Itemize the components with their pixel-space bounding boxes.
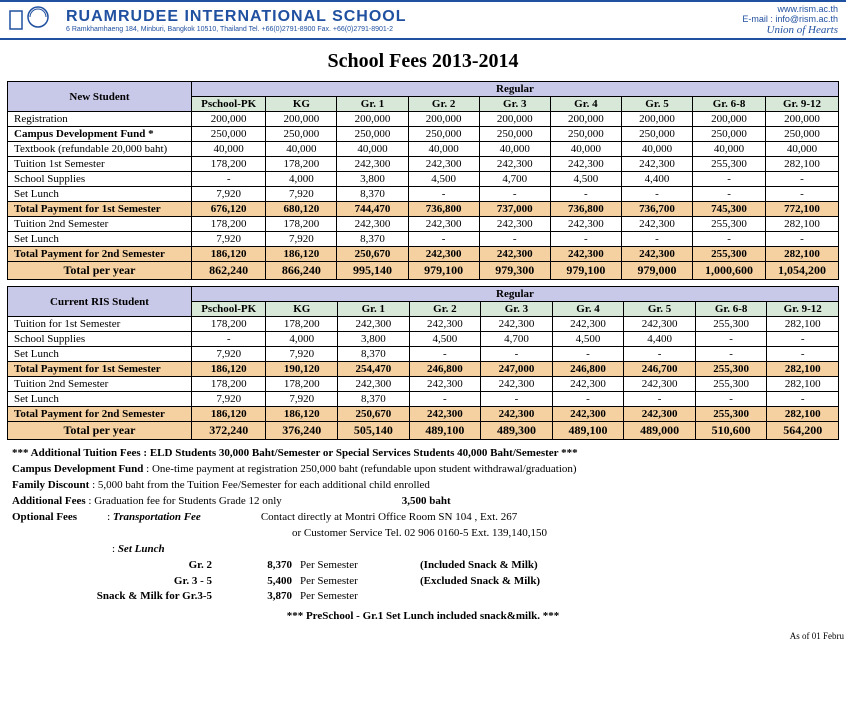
note-opt-item: Transportation Fee [113,511,201,523]
school-logo-icon [8,5,58,35]
note-preschool: *** PreSchool - Gr.1 Set Lunch included … [12,609,834,625]
note-family-label: Family Discount [12,479,89,491]
school-address: 6 Ramkhamhaeng 184, Minburi, Bangkok 105… [66,26,407,33]
note-opt-text: Contact directly at Montri Office Room S… [261,511,517,523]
note-cdf-label: Campus Development Fund [12,463,143,475]
email: E-mail : info@rism.ac.th [742,14,838,24]
school-name: RUAMRUDEE INTERNATIONAL SCHOOL [66,8,407,26]
note-setlunch-label: Set Lunch [118,543,165,555]
page-header: RUAMRUDEE INTERNATIONAL SCHOOL 6 Ramkham… [0,0,846,40]
note-addfee-amt: 3,500 baht [402,495,451,507]
notes-section: *** Additional Tuition Fees : ELD Studen… [12,446,834,625]
note-family-text: : 5,000 baht from the Tuition Fee/Semest… [89,479,430,491]
note-opt-text2: or Customer Service Tel. 02 906 0160-5 E… [12,526,834,542]
note-additional-tuition: *** Additional Tuition Fees : ELD Studen… [12,446,834,462]
note-opt-label: Optional Fees [12,511,77,523]
as-of-date: As of 01 Febru [0,631,846,641]
page-title: School Fees 2013-2014 [0,50,846,73]
header-left: RUAMRUDEE INTERNATIONAL SCHOOL 6 Ramkham… [8,5,407,35]
note-addfee-text: : Graduation fee for Students Grade 12 o… [86,495,282,507]
note-addfee-label: Additional Fees [12,495,86,507]
header-right: www.rism.ac.th E-mail : info@rism.ac.th … [742,4,838,36]
motto: Union of Hearts [742,24,838,36]
website: www.rism.ac.th [742,4,838,14]
fees-table: New StudentRegularPschool-PKKGGr. 1Gr. 2… [7,81,839,280]
fees-table: Current RIS StudentRegularPschool-PKKGGr… [7,286,839,440]
note-cdf-text: : One-time payment at registration 250,0… [143,463,576,475]
